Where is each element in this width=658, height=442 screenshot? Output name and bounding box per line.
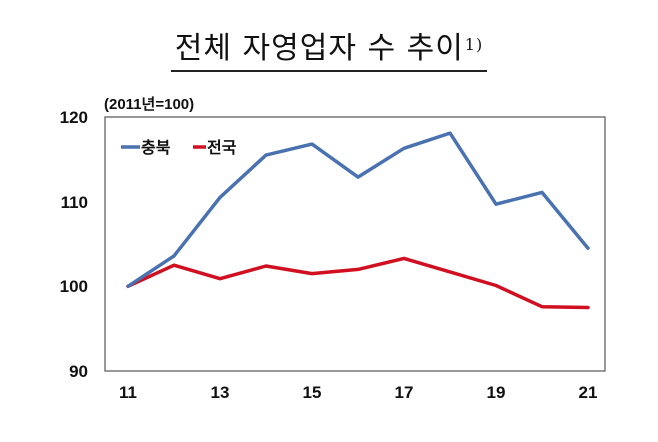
y-tick-label: 90: [69, 362, 88, 381]
legend-label-jeonguk: 전국: [207, 138, 237, 157]
y-tick-label: 100: [60, 277, 88, 296]
x-tick-label: 19: [487, 383, 506, 402]
chart-title-wrap: 전체 자영업자 수 추이1): [0, 30, 658, 72]
x-tick-label: 15: [303, 383, 322, 402]
x-tick-label: 21: [579, 383, 598, 402]
y-axis: 120 110 100 90: [60, 108, 88, 381]
series-line-chungbuk: [126, 131, 590, 289]
y-tick-label: 110: [61, 193, 88, 212]
y-tick-label: 120: [60, 108, 88, 127]
x-axis: 11 13 15 17 19 21: [119, 383, 597, 402]
unit-label: (2011년=100): [104, 96, 194, 113]
x-tick-label: 13: [211, 383, 230, 402]
legend: 충북 전국: [121, 138, 237, 157]
series-line-jeonguk: [126, 256, 590, 310]
chart-title: 전체 자영업자 수 추이1): [170, 30, 488, 72]
footnote-mark: 1): [464, 35, 484, 54]
legend-label-chungbuk: 충북: [141, 138, 171, 157]
chart-title-text: 전체 자영업자 수 추이: [174, 31, 464, 66]
plot-area: [104, 116, 606, 372]
x-tick-label: 11: [119, 383, 137, 402]
x-tick-label: 17: [395, 383, 414, 402]
